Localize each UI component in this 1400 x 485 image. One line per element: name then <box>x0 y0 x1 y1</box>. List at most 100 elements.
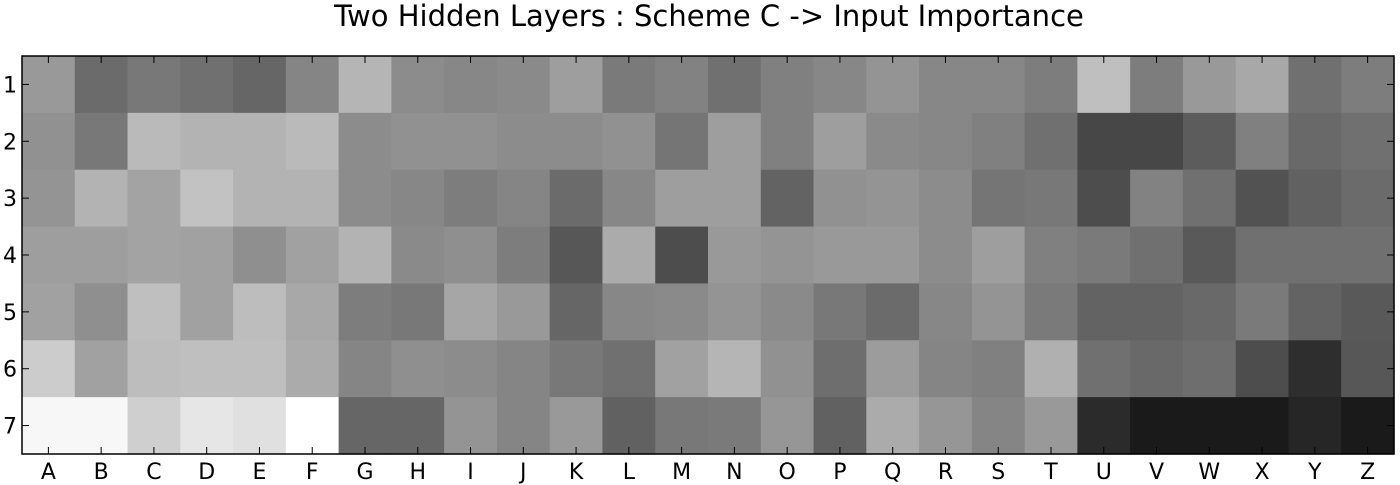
heatmap-cell-1-Y <box>1288 56 1342 114</box>
heatmap-cell-3-J <box>496 169 551 228</box>
heatmap-cell-1-S <box>971 56 1026 114</box>
x-tick-label: Y <box>1307 460 1322 485</box>
x-tick-label: B <box>94 460 109 485</box>
heatmap-cell-3-F <box>285 169 340 228</box>
heatmap-cell-7-N <box>708 397 762 455</box>
heatmap-cell-5-C <box>127 283 181 341</box>
heatmap-cell-6-J <box>496 340 551 398</box>
heatmap-cell-4-Q <box>866 226 920 285</box>
heatmap-cell-2-Z <box>1341 112 1395 171</box>
heatmap-cell-3-C <box>127 169 181 228</box>
heatmap-cell-1-C <box>127 56 181 114</box>
heatmap-cell-3-U <box>1077 169 1131 228</box>
heatmap-cell-5-N <box>708 283 762 341</box>
heatmap-cell-7-U <box>1077 397 1131 455</box>
heatmap-cell-6-L <box>602 340 656 398</box>
heatmap-cell-7-C <box>127 397 181 455</box>
heatmap-cell-4-K <box>549 226 604 285</box>
heatmap-cell-6-F <box>285 340 340 398</box>
heatmap-cell-1-I <box>444 56 498 114</box>
heatmap-cell-6-Z <box>1341 340 1395 398</box>
heatmap-cell-1-W <box>1182 56 1237 114</box>
heatmap-cell-2-G <box>338 112 392 171</box>
heatmap-cell-1-U <box>1077 56 1131 114</box>
heatmap-cell-7-I <box>444 397 498 455</box>
x-tick-label: P <box>833 460 846 485</box>
heatmap-cell-7-E <box>233 397 287 455</box>
heatmap-cell-4-N <box>708 226 762 285</box>
heatmap-cell-5-K <box>549 283 604 341</box>
heatmap-cell-4-F <box>285 226 340 285</box>
heatmap-cell-6-M <box>655 340 709 398</box>
heatmap-cell-2-S <box>971 112 1026 171</box>
heatmap-cell-2-C <box>127 112 181 171</box>
heatmap-cell-1-H <box>391 56 445 114</box>
heatmap-cell-2-U <box>1077 112 1131 171</box>
x-tick-label: D <box>198 460 215 485</box>
heatmap-cell-4-T <box>1024 226 1078 285</box>
heatmap-cell-4-A <box>22 226 76 285</box>
heatmap-cell-4-L <box>602 226 656 285</box>
heatmap-cell-2-X <box>1235 112 1290 171</box>
heatmap-cell-5-V <box>1130 283 1184 341</box>
heatmap-cell-6-B <box>74 340 129 398</box>
heatmap-cell-2-Q <box>866 112 920 171</box>
heatmap-cell-1-P <box>813 56 867 114</box>
heatmap-cell-7-O <box>760 397 815 455</box>
heatmap-cell-2-B <box>74 112 129 171</box>
heatmap-cell-6-O <box>760 340 815 398</box>
x-tick-label: W <box>1198 460 1220 485</box>
heatmap-cell-2-W <box>1182 112 1237 171</box>
heatmap-cell-7-J <box>496 397 551 455</box>
chart-title: Two Hidden Layers : Scheme C -> Input Im… <box>333 0 1084 33</box>
heatmap-cell-1-M <box>655 56 709 114</box>
heatmap-cell-5-X <box>1235 283 1290 341</box>
heatmap-cell-4-S <box>971 226 1026 285</box>
heatmap-cell-4-G <box>338 226 392 285</box>
heatmap-cell-1-D <box>180 56 234 114</box>
x-tick-label: O <box>778 460 795 485</box>
heatmap-cell-5-Q <box>866 283 920 341</box>
heatmap-cell-2-D <box>180 112 234 171</box>
x-tick-label: C <box>146 460 161 485</box>
heatmap-cell-5-O <box>760 283 815 341</box>
heatmap-cell-1-A <box>22 56 76 114</box>
heatmap-cell-7-G <box>338 397 392 455</box>
heatmap-cell-3-M <box>655 169 709 228</box>
heatmap-cell-3-Q <box>866 169 920 228</box>
heatmap-cell-4-U <box>1077 226 1131 285</box>
x-tick-label: A <box>41 460 56 485</box>
heatmap-cell-5-Y <box>1288 283 1342 341</box>
heatmap-cell-7-Y <box>1288 397 1342 455</box>
heatmap-cell-6-E <box>233 340 287 398</box>
heatmap-cell-1-N <box>708 56 762 114</box>
x-tick-label: Q <box>884 460 901 485</box>
heatmap-cell-3-R <box>919 169 973 228</box>
heatmap-cell-2-H <box>391 112 445 171</box>
heatmap-cell-3-I <box>444 169 498 228</box>
heatmap-cell-2-V <box>1130 112 1184 171</box>
heatmap-cell-4-B <box>74 226 129 285</box>
y-axis: 1 2 3 4 5 6 7 <box>3 73 1394 440</box>
heatmap-cell-4-R <box>919 226 973 285</box>
x-tick-label: K <box>569 460 584 485</box>
heatmap-cell-6-C <box>127 340 181 398</box>
heatmap-cell-1-K <box>549 56 604 114</box>
heatmap-cell-6-H <box>391 340 445 398</box>
heatmap-cell-6-T <box>1024 340 1078 398</box>
heatmap-cell-3-D <box>180 169 234 228</box>
x-tick-label: E <box>253 460 267 485</box>
heatmap-cell-4-X <box>1235 226 1290 285</box>
heatmap-cell-7-T <box>1024 397 1078 455</box>
heatmap-cell-1-E <box>233 56 287 114</box>
heatmap-cell-5-I <box>444 283 498 341</box>
y-tick-label: 1 <box>3 73 17 98</box>
heatmap-cell-3-Z <box>1341 169 1395 228</box>
heatmap-cell-6-P <box>813 340 867 398</box>
heatmap-cell-4-D <box>180 226 234 285</box>
heatmap-cell-6-U <box>1077 340 1131 398</box>
heatmap-cell-3-W <box>1182 169 1237 228</box>
heatmap-cell-3-V <box>1130 169 1184 228</box>
heatmap-cell-1-Z <box>1341 56 1395 114</box>
heatmap-cell-7-L <box>602 397 656 455</box>
